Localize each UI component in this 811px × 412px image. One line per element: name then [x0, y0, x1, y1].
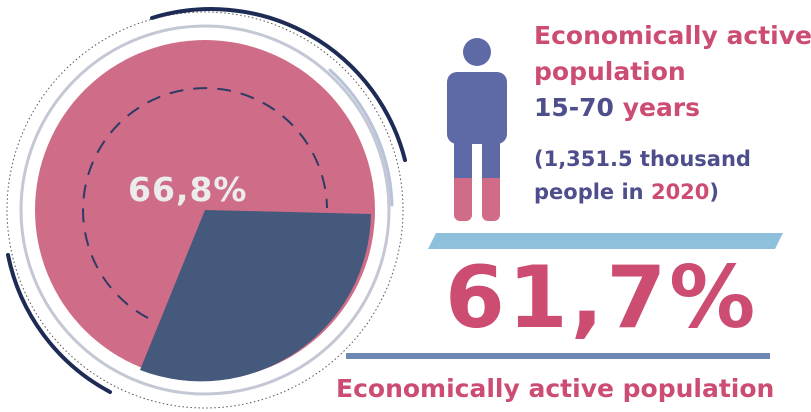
big-percent-value: 61,7% — [445, 248, 759, 348]
age-range: 15-70 — [534, 93, 614, 122]
heading: Economically active population 15-70 yea… — [534, 18, 811, 126]
dashed-inner-circle — [82, 87, 328, 319]
thin-gray-ring — [19, 24, 391, 396]
heading-line2: population — [534, 57, 686, 86]
heading-line1: Economically active — [534, 21, 811, 50]
people-in-text: people in — [534, 180, 651, 204]
years-label: years — [622, 93, 701, 122]
person-icon — [447, 38, 507, 221]
close-paren: ) — [709, 180, 720, 204]
dark-arc-left — [6, 253, 112, 394]
year-label: 2020 — [650, 180, 710, 204]
pie-percent-label: 66,8% — [128, 170, 248, 209]
outer-dotted-ring — [6, 11, 404, 409]
footer-caption: Economically active population — [336, 374, 775, 403]
population-count: (1,351.5 thousand people in 2020) — [534, 143, 751, 209]
pie-graphic — [6, 7, 407, 409]
top-stripe — [428, 233, 783, 249]
pie-slice — [140, 210, 371, 382]
population-count-line2: people in 2020) — [534, 176, 751, 209]
light-arc-right — [328, 68, 394, 207]
population-count-line1: (1,351.5 thousand — [534, 147, 751, 171]
heading-line3: 15-70 years — [534, 90, 811, 126]
dark-arc-top-right — [150, 7, 407, 162]
bottom-rule — [346, 353, 770, 359]
